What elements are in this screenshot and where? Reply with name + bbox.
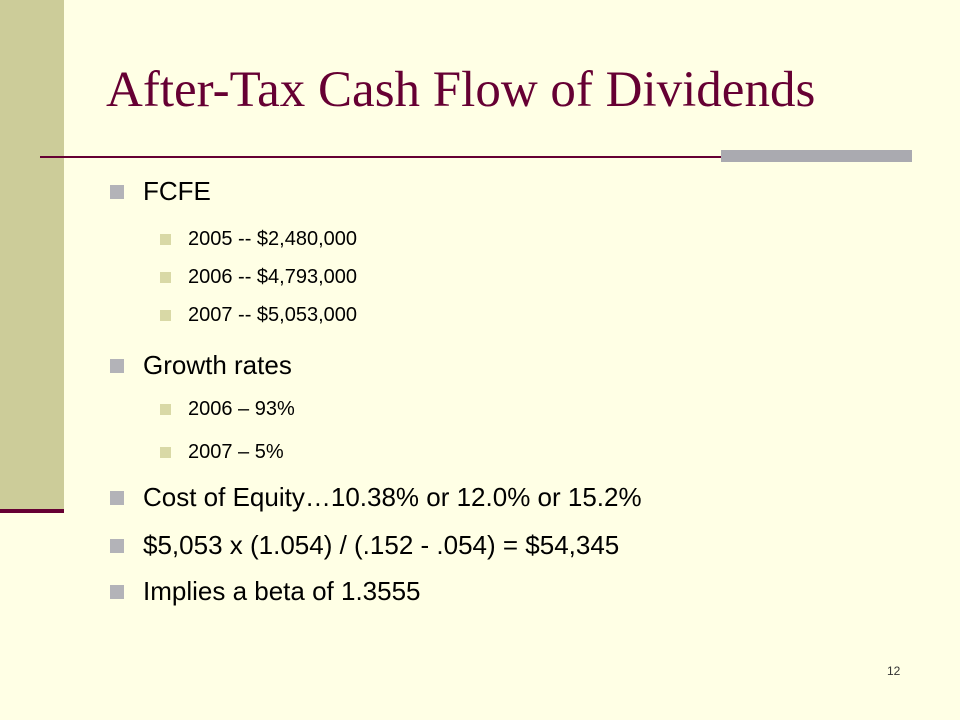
bullet-growth-rates: Growth rates xyxy=(110,350,292,381)
sub-bullet-2007: 2007 -- $5,053,000 xyxy=(160,304,357,327)
left-band-underline xyxy=(0,509,64,513)
bullet-valuation-formula: $5,053 x (1.054) / (.152 - .054) = $54,3… xyxy=(110,530,619,561)
square-bullet-icon xyxy=(110,490,124,505)
square-bullet-icon xyxy=(110,358,124,373)
bullet-implied-beta: Implies a beta of 1.3555 xyxy=(110,576,421,607)
square-bullet-icon xyxy=(110,184,124,199)
sub-bullet-2006: 2006 -- $4,793,000 xyxy=(160,266,357,289)
title-divider-line xyxy=(40,156,912,158)
square-bullet-icon xyxy=(160,404,171,415)
sub-bullet-text: 2006 -- $4,793,000 xyxy=(188,266,358,288)
bullet-text: $5,053 x (1.054) / (.152 - .054) = $54,3… xyxy=(143,530,620,560)
sub-bullet-text: 2006 – 93% xyxy=(188,398,295,420)
sub-bullet-2005: 2005 -- $2,480,000 xyxy=(160,228,357,251)
sub-bullet-growth-2006: 2006 – 93% xyxy=(160,398,295,421)
square-bullet-icon xyxy=(160,447,171,458)
square-bullet-icon xyxy=(160,310,171,321)
bullet-cost-of-equity: Cost of Equity…10.38% or 12.0% or 15.2% xyxy=(110,482,642,513)
title-divider-accent xyxy=(721,150,912,162)
square-bullet-icon xyxy=(110,584,124,599)
bullet-text: Implies a beta of 1.3555 xyxy=(143,576,421,606)
bullet-text: FCFE xyxy=(143,176,211,206)
square-bullet-icon xyxy=(110,538,124,553)
square-bullet-icon xyxy=(160,234,171,245)
square-bullet-icon xyxy=(160,272,171,283)
left-accent-band xyxy=(0,0,64,512)
sub-bullet-text: 2007 -- $5,053,000 xyxy=(188,304,358,326)
bullet-text: Growth rates xyxy=(143,350,292,380)
sub-bullet-text: 2005 -- $2,480,000 xyxy=(188,228,358,250)
bullet-fcfe: FCFE xyxy=(110,176,211,207)
slide-title: After-Tax Cash Flow of Dividends xyxy=(106,62,816,118)
sub-bullet-growth-2007: 2007 – 5% xyxy=(160,441,284,464)
sub-bullet-text: 2007 – 5% xyxy=(188,441,284,463)
page-number: 12 xyxy=(887,664,901,678)
bullet-text: Cost of Equity…10.38% or 12.0% or 15.2% xyxy=(143,482,642,512)
